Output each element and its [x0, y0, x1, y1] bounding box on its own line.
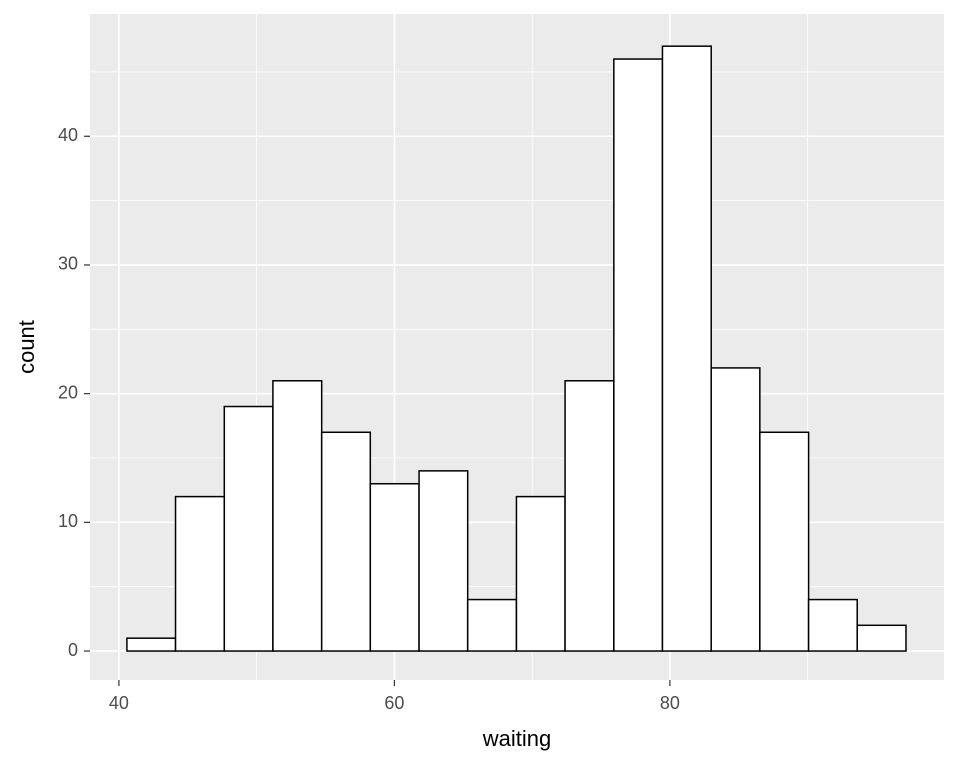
x-tick-label: 40 [109, 693, 129, 713]
bar [466, 598, 518, 652]
x-tick-label: 60 [384, 693, 404, 713]
bar [515, 495, 566, 652]
y-tick-label: 30 [58, 254, 78, 274]
bar [856, 624, 907, 652]
bar [759, 431, 810, 652]
bar [126, 637, 177, 652]
y-tick-label: 40 [58, 125, 78, 145]
x-tick-label: 80 [660, 693, 680, 713]
bar [807, 598, 858, 652]
bar [564, 380, 615, 652]
bar [661, 45, 712, 652]
axes: 40 60 80 0 10 20 30 40 [58, 125, 680, 713]
bar [613, 58, 664, 652]
y-axis-title: count [14, 320, 39, 374]
bar [320, 431, 372, 652]
y-tick-label: 10 [58, 511, 78, 531]
bar [174, 495, 226, 652]
bars [126, 45, 907, 652]
bar [710, 367, 761, 652]
y-tick-label: 0 [68, 640, 78, 660]
x-axis-title: waiting [482, 726, 551, 751]
bar [418, 470, 469, 652]
bar [272, 380, 323, 652]
bar [223, 405, 274, 652]
y-tick-label: 20 [58, 382, 78, 402]
bar [369, 482, 420, 652]
